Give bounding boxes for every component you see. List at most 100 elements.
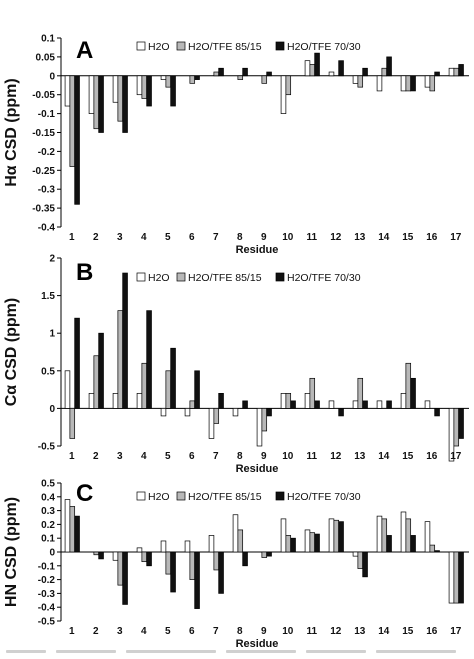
bar-c-3-residue-17 [458,551,464,604]
y-tick-label: 0.5 [41,479,55,490]
y-tick-label: 1 [49,329,55,340]
bar-a-2-residue-9 [261,75,268,84]
bar-a-3-residue-7 [218,67,224,77]
bar-c-3-residue-12 [338,521,344,553]
x-tick-label: 12 [330,232,342,243]
bar-a-1-residue-10 [280,75,287,114]
x-tick-label: 7 [213,626,219,637]
x-tick-label: 13 [354,232,366,243]
bar-a-1-residue-15 [400,75,407,92]
bar-a-1-residue-13 [352,75,359,84]
bar-c-2-residue-13 [357,551,364,569]
x-tick-label: 3 [117,232,123,243]
bar-c-1-residue-7 [208,535,215,553]
bar-c-1-residue-13 [352,551,359,557]
bar-a-1-residue-3 [112,75,119,103]
panel-c: 0.50.40.30.20.10-0.1-0.2-0.3-0.4-0.51 2 3 4… [3,479,469,650]
y-tick-label: 0.5 [41,366,55,377]
x-tick-label: 16 [426,232,438,243]
y-tick-label: 0 [49,548,55,559]
x-tick-label: 5 [165,451,171,462]
x-axis-title: Residue [236,638,279,650]
bar-c-2-residue-11 [309,532,316,553]
y-tick-label: -0.5 [38,617,56,628]
bar-a-1-residue-11 [304,60,311,77]
bar-b-3-residue-14 [386,400,392,409]
legend-swatch [136,41,146,51]
bar-a-1-residue-12 [328,71,335,77]
y-tick-label: -0.35 [32,204,55,215]
legend: H2O H2O/TFE 85/15 H2O/TFE 70/30 [136,491,361,503]
bar-c-3-residue-13 [362,551,368,578]
bar-b-1-residue-7 [208,408,215,439]
x-axis-title: Residue [236,244,279,256]
x-tick-label: 16 [426,451,438,462]
bar-c-2-residue-6 [189,551,196,580]
bar-c-2-residue-1 [69,506,76,553]
x-tick-label: 3 [117,626,123,637]
bar-c-2-residue-4 [141,551,148,563]
x-tick-label: 10 [282,232,294,243]
y-axis-title: HN CSD (ppm) [3,497,20,607]
bar-a-2-residue-2 [93,75,100,130]
bar-a-2-residue-13 [357,75,364,88]
legend-label: H2O/TFE 70/30 [287,272,361,284]
x-axis-title: Residue [236,463,279,475]
bar-b-1-residue-10 [280,393,287,409]
legend-swatch [275,41,285,51]
x-tick-label: 4 [141,451,147,462]
bar-a-2-residue-7 [213,71,220,77]
bar-b-1-residue-4 [136,393,143,409]
bar-b-3-residue-16 [434,408,440,417]
y-tick-label: -0.4 [38,223,56,234]
legend-label: H2O [148,272,170,284]
bar-c-1-residue-11 [304,529,311,553]
x-tick-label: 6 [189,626,195,637]
bar-c-1-residue-1 [64,499,71,553]
bar-c-1-residue-8 [232,514,239,553]
y-tick-label: -0.3 [38,589,56,600]
legend-label: H2O/TFE 85/15 [188,41,262,53]
x-tick-label: 1 [69,232,75,243]
bar-a-2-residue-4 [141,75,148,99]
bar-c-2-residue-12 [333,519,340,553]
bar-a-3-residue-13 [362,67,368,77]
x-tick-label: 14 [378,232,390,243]
y-tick-label: -0.5 [38,442,56,453]
x-tick-label: 4 [141,232,147,243]
bar-c-3-residue-16 [434,550,440,553]
legend-label: H2O [148,491,170,503]
bar-b-2-residue-5 [165,370,172,409]
bar-b-1-residue-16 [424,400,431,409]
bar-a-2-residue-3 [117,75,124,122]
bar-a-1-residue-5 [160,75,167,80]
bar-a-2-residue-8 [237,75,244,80]
bar-a-2-residue-5 [165,75,172,88]
x-tick-label: 2 [93,451,99,462]
x-tick-label: 1 [69,626,75,637]
bar-c-2-residue-8 [237,529,244,553]
bar-a-2-residue-17 [453,67,460,77]
x-tick-label: 14 [378,451,390,462]
legend-label: H2O/TFE 85/15 [188,491,262,503]
x-tick-label: 2 [93,626,99,637]
bar-c-3-residue-4 [146,551,152,567]
bar-b-3-residue-6 [194,370,200,409]
bar-a-2-residue-11 [309,64,316,77]
bar-c-3-residue-1 [74,515,80,553]
panel-a: 0.1 0.05 0 -0.05 -0.1 -0.15 -0.2 -0.25 -0.3 -0.35… [3,34,469,256]
bar-c-2-residue-5 [165,551,172,575]
x-tick-label: 12 [330,626,342,637]
bar-a-3-residue-14 [386,56,392,77]
x-tick-label: 3 [117,451,123,462]
x-tick-label: 11 [307,232,318,243]
bar-c-1-residue-14 [376,515,383,553]
bar-b-2-residue-3 [117,310,124,409]
x-tick-label: 9 [261,232,267,243]
panel-letter: C [76,480,93,507]
x-tick-label: 5 [165,626,171,637]
bar-a-1-residue-2 [88,75,95,114]
bar-c-3-residue-14 [386,535,392,553]
bar-b-2-residue-10 [285,393,292,409]
x-tick-label: 2 [93,232,99,243]
